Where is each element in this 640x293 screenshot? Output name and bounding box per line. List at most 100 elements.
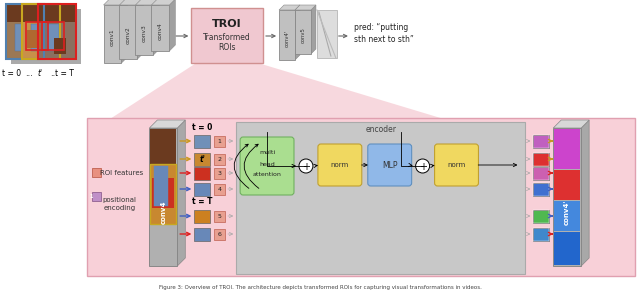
Text: norm: norm [447, 162, 466, 168]
FancyBboxPatch shape [240, 137, 294, 195]
Bar [214, 168, 225, 179]
Bar [152, 5, 170, 51]
Text: MLP: MLP [382, 161, 397, 169]
Text: conv5: conv5 [300, 27, 305, 43]
Text: sth next to sth”: sth next to sth” [354, 35, 413, 45]
Bar [554, 170, 580, 200]
Bar [7, 5, 43, 23]
Text: +: + [302, 161, 310, 171]
Bar [31, 24, 43, 51]
Bar [553, 128, 581, 266]
Bar [42, 22, 63, 50]
Bar [554, 201, 580, 231]
Bar [214, 211, 225, 222]
Bar [6, 4, 44, 59]
Polygon shape [295, 5, 300, 60]
Text: t': t' [37, 69, 42, 78]
Text: norm: norm [331, 162, 349, 168]
Bar [22, 4, 60, 59]
Polygon shape [120, 0, 143, 5]
Bar [38, 22, 75, 58]
Bar [554, 129, 580, 169]
Bar [47, 24, 59, 51]
Bar [195, 153, 210, 166]
Bar [150, 164, 176, 224]
Text: positional: positional [102, 197, 136, 203]
Bar [533, 183, 549, 196]
Bar [104, 5, 122, 63]
Bar [214, 229, 225, 240]
Bar [214, 136, 225, 147]
Bar [295, 10, 311, 54]
Polygon shape [104, 0, 127, 5]
Text: conv2: conv2 [126, 26, 131, 44]
Bar [195, 228, 210, 241]
Polygon shape [122, 0, 127, 63]
Text: 3: 3 [218, 171, 221, 176]
Bar [38, 4, 76, 59]
Bar [23, 22, 59, 58]
Bar [533, 153, 549, 166]
Bar [11, 9, 49, 64]
Bar [136, 5, 154, 55]
Bar [195, 183, 210, 196]
Bar [150, 129, 176, 164]
Bar [92, 168, 100, 177]
Text: conv4': conv4' [564, 199, 570, 225]
Bar [26, 22, 48, 50]
Bar [533, 135, 549, 148]
Bar [38, 4, 76, 59]
Polygon shape [111, 63, 440, 118]
Circle shape [415, 159, 429, 173]
Text: encoding: encoding [104, 205, 136, 211]
Polygon shape [311, 5, 316, 54]
Bar [92, 192, 100, 201]
Polygon shape [553, 120, 589, 128]
Bar [38, 5, 75, 23]
Text: 1: 1 [90, 193, 93, 198]
Bar [533, 228, 549, 241]
Bar [154, 166, 168, 206]
Bar [191, 8, 263, 63]
Polygon shape [170, 0, 175, 51]
Bar [22, 4, 60, 59]
Polygon shape [149, 120, 186, 128]
Text: t = 0: t = 0 [2, 69, 21, 78]
Polygon shape [138, 0, 143, 59]
Text: Transformed: Transformed [204, 33, 251, 42]
Bar [533, 210, 549, 223]
Polygon shape [152, 0, 175, 5]
Bar [86, 118, 635, 276]
Bar [533, 210, 549, 223]
Bar [154, 166, 168, 206]
Text: multi: multi [259, 151, 275, 156]
FancyBboxPatch shape [435, 144, 479, 186]
Text: encoder: encoder [365, 125, 396, 134]
Text: ...: ... [25, 69, 33, 78]
Polygon shape [279, 5, 300, 10]
Text: head: head [259, 161, 275, 166]
Text: pred: “putting: pred: “putting [354, 23, 408, 33]
Text: t = 0: t = 0 [192, 122, 212, 132]
Bar [533, 153, 549, 166]
FancyBboxPatch shape [318, 144, 362, 186]
Bar [533, 167, 549, 180]
Bar [27, 9, 65, 64]
Text: attention: attention [253, 173, 282, 178]
Text: conv4': conv4' [285, 29, 289, 47]
Bar [152, 178, 174, 208]
Bar [43, 9, 81, 64]
Text: 4: 4 [218, 187, 221, 192]
Polygon shape [136, 0, 159, 5]
Polygon shape [177, 120, 186, 266]
Text: +: + [419, 161, 427, 171]
Polygon shape [154, 0, 159, 55]
Bar [195, 167, 210, 180]
Text: conv3: conv3 [142, 24, 147, 42]
Bar [195, 210, 210, 223]
FancyBboxPatch shape [368, 144, 412, 186]
Polygon shape [295, 5, 316, 10]
Text: TROI: TROI [212, 19, 242, 29]
Bar [533, 228, 549, 241]
Bar [7, 22, 43, 58]
